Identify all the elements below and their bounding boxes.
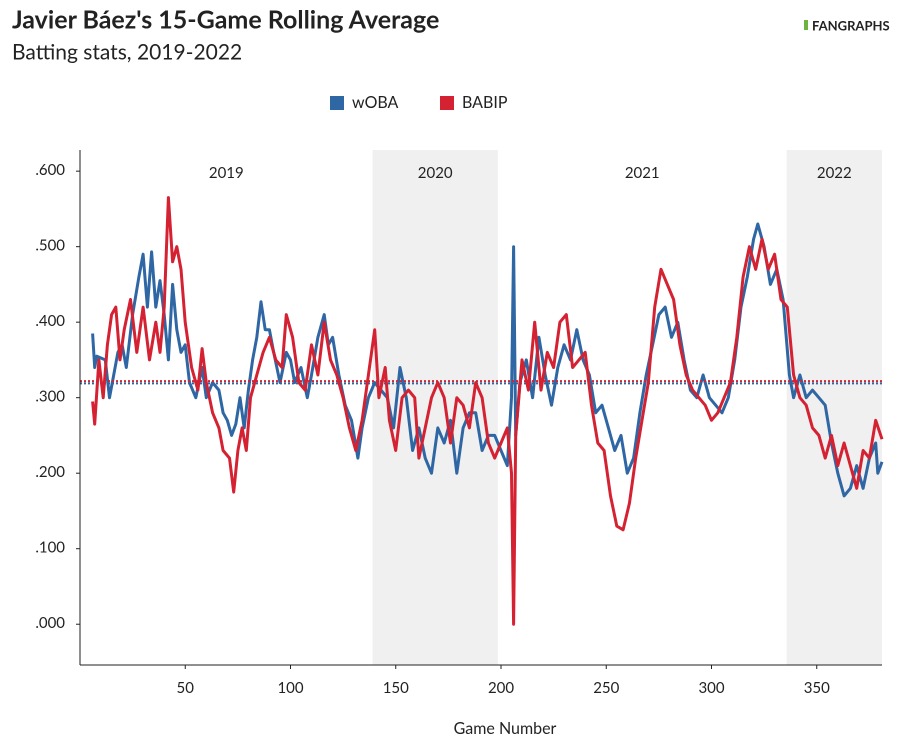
x-tick-label: 100 bbox=[277, 679, 303, 697]
era-shade bbox=[372, 150, 498, 665]
line bbox=[91, 196, 884, 626]
legend-swatch bbox=[330, 96, 344, 110]
y-tick-label: .200 bbox=[35, 463, 65, 481]
chart-subtitle: Batting stats, 2019-2022 bbox=[12, 39, 242, 64]
logo: FANGRAPHS bbox=[812, 17, 890, 33]
y-tick-label: .000 bbox=[35, 614, 65, 632]
line bbox=[91, 222, 884, 498]
y-tick-label: .400 bbox=[35, 312, 65, 330]
x-tick-label: 300 bbox=[698, 679, 724, 697]
era-label: 2022 bbox=[817, 164, 852, 182]
x-tick-label: 250 bbox=[593, 679, 619, 697]
era-label: 2020 bbox=[418, 164, 453, 182]
y-tick-label: .100 bbox=[35, 539, 65, 557]
logo-icon bbox=[804, 20, 808, 30]
x-tick-label: 350 bbox=[804, 679, 830, 697]
x-tick-label: 150 bbox=[383, 679, 409, 697]
x-axis-label: Game Number bbox=[454, 719, 557, 738]
chart-title: Javier Báez's 15-Game Rolling Average bbox=[12, 4, 439, 34]
y-tick-label: .600 bbox=[35, 161, 65, 179]
legend-swatch bbox=[440, 96, 454, 110]
x-tick-label: 50 bbox=[177, 679, 195, 697]
legend-label: BABIP bbox=[462, 93, 508, 112]
x-tick-label: 200 bbox=[488, 679, 514, 697]
era-label: 2021 bbox=[625, 164, 660, 182]
y-tick-label: .500 bbox=[35, 236, 65, 254]
legend-label: wOBA bbox=[352, 93, 399, 112]
era-label: 2019 bbox=[209, 164, 244, 182]
era-shade bbox=[786, 150, 882, 665]
y-tick-label: .300 bbox=[35, 387, 65, 405]
